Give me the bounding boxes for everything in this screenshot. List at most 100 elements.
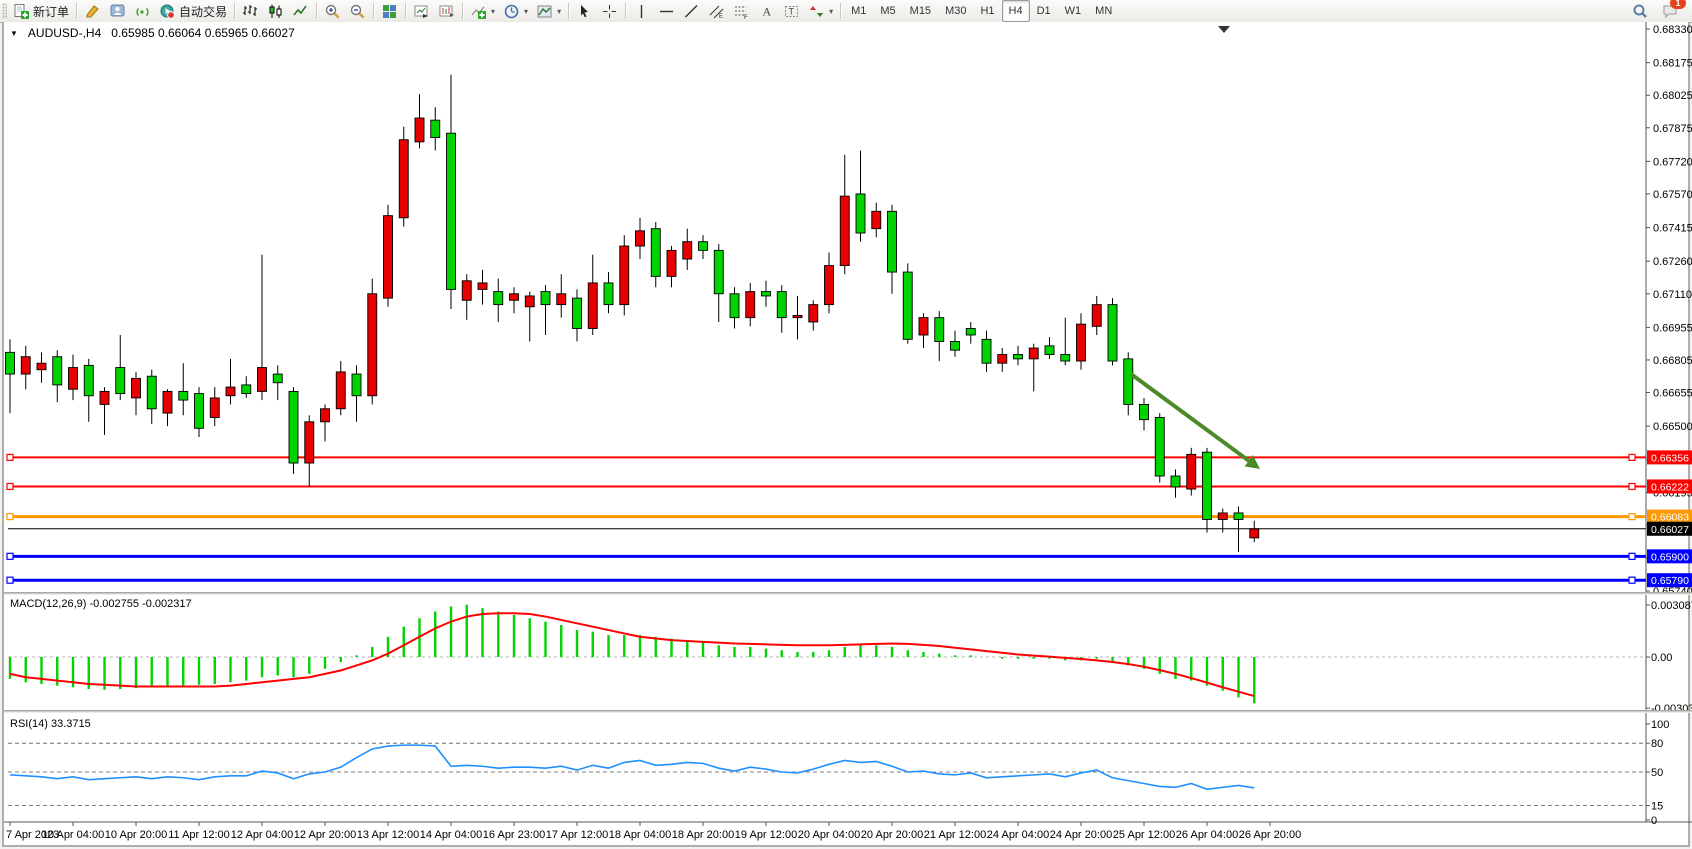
hline-button[interactable] — [654, 0, 679, 22]
dropdown-caret-icon: ▾ — [829, 6, 834, 16]
panel-splitter-macd-rsi[interactable] — [4, 710, 1692, 713]
auto-trading-button[interactable]: 自动交易 — [155, 0, 231, 22]
toolbar-separator — [568, 3, 570, 19]
new-order-button[interactable]: 新订单 — [9, 0, 73, 22]
timeframe-button-M15[interactable]: M15 — [909, 5, 932, 17]
line-handle[interactable] — [6, 576, 14, 584]
line-handle[interactable] — [1628, 513, 1636, 521]
profiles-button[interactable] — [434, 0, 459, 22]
timeframe-button-MN[interactable]: MN — [1095, 5, 1113, 17]
chart-canvas[interactable]: 0.68330 0.68175 0.68025 0.67875 0.67720 0.675… — [4, 22, 1692, 845]
rsi-indicator-label: RSI(14) 33.3715 — [10, 718, 91, 730]
timeframe-button-M1[interactable]: M1 — [851, 5, 867, 17]
date-label: 19 Apr 12:00 — [735, 829, 797, 841]
timeframe-button-M30[interactable]: M30 — [945, 5, 967, 17]
new-chart-button[interactable] — [409, 0, 434, 22]
price-line-label — [1647, 479, 1692, 494]
signal-button[interactable] — [130, 0, 155, 22]
timeframe-button-H1[interactable]: H1 — [980, 5, 995, 17]
dropdown-caret-icon: ▾ — [524, 6, 529, 16]
timeframe-button-M5[interactable]: M5 — [880, 5, 896, 17]
candle-body — [115, 367, 126, 395]
shapes-button[interactable]: ▾ — [804, 0, 837, 22]
rsi-axis-label: 15 — [1651, 801, 1663, 813]
line-handle[interactable] — [1628, 576, 1636, 584]
line-handle[interactable] — [6, 453, 14, 461]
toolbar-separator — [405, 3, 407, 19]
candle-body — [1186, 453, 1197, 490]
line-handle[interactable] — [1628, 482, 1636, 491]
candle-body — [1028, 347, 1039, 360]
price-tick-label: 0.68175 — [1653, 58, 1692, 70]
collapse-triangle-icon[interactable]: ▼ — [10, 28, 18, 38]
price-line-label-text: 0.66027 — [1651, 524, 1689, 536]
line-handle[interactable] — [1628, 552, 1636, 560]
date-label: 13 Apr 12:00 — [357, 829, 419, 841]
candle-body — [430, 119, 441, 138]
date-label: 12 Apr 20:00 — [294, 829, 356, 841]
notifications-button[interactable]: 1 — [1658, 0, 1686, 22]
search-button[interactable] — [1628, 0, 1652, 22]
zoom-out-icon — [349, 3, 366, 20]
chart-window[interactable]: 0.68330 0.68175 0.68025 0.67875 0.67720 0.675… — [2, 22, 1692, 847]
chart-candles-button[interactable] — [263, 0, 288, 22]
trend-arrow-line[interactable] — [1129, 372, 1250, 463]
hline-icon — [658, 3, 675, 20]
tile-windows-button[interactable] — [377, 0, 402, 22]
text-button[interactable]: A — [754, 0, 779, 22]
tile-windows-icon — [381, 3, 398, 20]
price-line-label-text: 0.65790 — [1651, 575, 1689, 587]
candle-body — [666, 249, 677, 277]
candle-body — [398, 139, 409, 219]
trendline-button[interactable] — [679, 0, 704, 22]
toolbar-grip[interactable] — [2, 3, 7, 19]
date-label: 18 Apr 04:00 — [609, 829, 671, 841]
candle-body — [1217, 512, 1228, 520]
line-handle[interactable] — [6, 552, 14, 560]
candle-body — [1044, 345, 1055, 355]
candle-body — [335, 371, 346, 410]
line-handle[interactable] — [1628, 453, 1636, 461]
fibonacci-icon: F — [733, 3, 750, 20]
zoom-out-button[interactable] — [345, 0, 370, 22]
panel-splitter-main-macd[interactable] — [4, 592, 1692, 595]
line-handle[interactable] — [6, 513, 14, 521]
chart-shift-marker[interactable] — [1218, 26, 1230, 33]
label-button[interactable]: T — [779, 0, 804, 22]
cursor-button[interactable] — [572, 0, 597, 22]
chart-bars-button[interactable] — [238, 0, 263, 22]
macd-indicator-label: MACD(12,26,9) -0.002755 -0.002317 — [10, 598, 192, 610]
svg-text:E: E — [719, 14, 723, 20]
chart-line-button[interactable] — [288, 0, 313, 22]
candle-body — [839, 195, 850, 267]
chart-candles-icon — [267, 3, 284, 20]
marker-button[interactable] — [80, 0, 105, 22]
timeframe-button-D1[interactable]: D1 — [1036, 5, 1051, 17]
crosshair-button[interactable] — [597, 0, 622, 22]
candle-body — [824, 265, 834, 306]
timeframe-button-H4[interactable]: H4 — [1001, 0, 1030, 22]
line-handle[interactable] — [6, 482, 14, 491]
candle-body — [5, 351, 15, 375]
zoom-in-button[interactable] — [320, 0, 345, 22]
vline-button[interactable] — [629, 0, 654, 22]
toolbar-separator — [234, 3, 236, 19]
timeframe-toolbar: M1 M5 M15 M30 H1 H4 D1 W1 MN — [844, 0, 1119, 22]
candle-body — [52, 356, 63, 386]
timeframe-button-W1[interactable]: W1 — [1064, 5, 1082, 17]
indicators-button[interactable]: ▾ — [466, 0, 499, 22]
candle-body — [887, 210, 897, 273]
candle-body — [446, 132, 456, 290]
periods-button[interactable]: ▾ — [499, 0, 532, 22]
cursor-icon — [576, 3, 593, 20]
community-button[interactable] — [105, 0, 130, 22]
candle-body — [304, 421, 315, 464]
indicators-icon — [470, 3, 487, 20]
templates-button[interactable]: ▾ — [532, 0, 565, 22]
fibonacci-button[interactable]: F — [729, 0, 754, 22]
channel-button[interactable]: E — [704, 0, 729, 22]
candle-body — [587, 282, 598, 329]
templates-icon — [536, 3, 553, 20]
trend-arrow-head[interactable] — [1244, 455, 1260, 469]
candle-body — [1091, 304, 1102, 327]
